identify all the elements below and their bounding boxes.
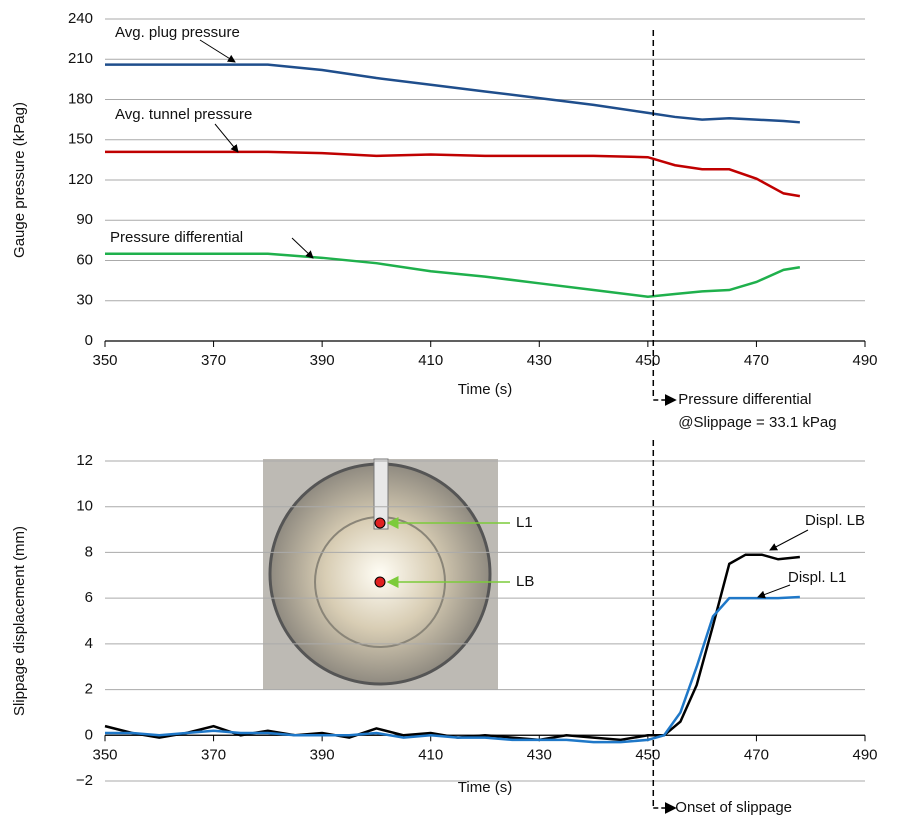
y-axis-label: Gauge pressure (kPag) <box>11 102 28 258</box>
x-axis-label: Time (s) <box>458 779 512 796</box>
x-tick-label: 430 <box>527 746 552 763</box>
x-tick-label: 390 <box>310 746 335 763</box>
series-label: Avg. tunnel pressure <box>115 106 252 123</box>
x-tick-label: 370 <box>201 746 226 763</box>
callout-arrow <box>199 39 236 63</box>
x-tick-label: 490 <box>852 746 877 763</box>
series-label: Avg. plug pressure <box>115 24 240 41</box>
inset-photo <box>263 458 510 690</box>
x-tick-label: 450 <box>635 746 660 763</box>
y-tick-label: 10 <box>76 498 93 515</box>
y-tick-label: 4 <box>85 635 93 652</box>
callout-arrow <box>214 123 239 153</box>
series-label: Displ. L1 <box>788 569 846 586</box>
x-axis-label: Time (s) <box>458 381 512 398</box>
y-tick-label: 240 <box>68 10 93 27</box>
y-tick-label: −2 <box>76 772 93 789</box>
x-tick-label: 430 <box>527 352 552 369</box>
annotation: Pressure differential <box>678 391 811 408</box>
y-tick-label: 180 <box>68 90 93 107</box>
annotation: @Slippage = 33.1 kPag <box>678 414 836 431</box>
y-axis-label: Slippage displacement (mm) <box>11 526 28 716</box>
callout-arrow <box>769 529 809 551</box>
x-tick-label: 410 <box>418 746 443 763</box>
y-tick-label: 150 <box>68 131 93 148</box>
y-tick-label: 60 <box>76 251 93 268</box>
x-tick-label: 350 <box>92 746 117 763</box>
x-tick-label: 390 <box>310 352 335 369</box>
series-line <box>105 252 801 298</box>
y-tick-label: 90 <box>76 211 93 228</box>
x-tick-label: 470 <box>744 746 769 763</box>
y-tick-label: 6 <box>85 589 93 606</box>
y-tick-label: 210 <box>68 50 93 67</box>
inset-label: L1 <box>516 514 533 531</box>
y-tick-label: 0 <box>85 332 93 349</box>
series-line <box>105 150 801 198</box>
y-tick-label: 2 <box>85 681 93 698</box>
series-label: Displ. LB <box>805 512 865 529</box>
x-tick-label: 410 <box>418 352 443 369</box>
series-line <box>105 595 800 744</box>
y-tick-label: 0 <box>85 726 93 743</box>
annotation: Onset of slippage <box>675 799 792 816</box>
x-tick-label: 470 <box>744 352 769 369</box>
x-tick-label: 350 <box>92 352 117 369</box>
y-tick-label: 8 <box>85 543 93 560</box>
x-tick-label: 370 <box>201 352 226 369</box>
series-line <box>105 63 800 124</box>
callout-arrow <box>757 584 791 599</box>
y-tick-label: 120 <box>68 171 93 188</box>
series-label: Pressure differential <box>110 229 243 246</box>
x-tick-label: 450 <box>635 352 660 369</box>
y-tick-label: 12 <box>76 452 93 469</box>
callout-arrow <box>291 237 314 259</box>
inset-label: LB <box>516 573 534 590</box>
x-tick-label: 490 <box>852 352 877 369</box>
y-tick-label: 30 <box>76 292 93 309</box>
